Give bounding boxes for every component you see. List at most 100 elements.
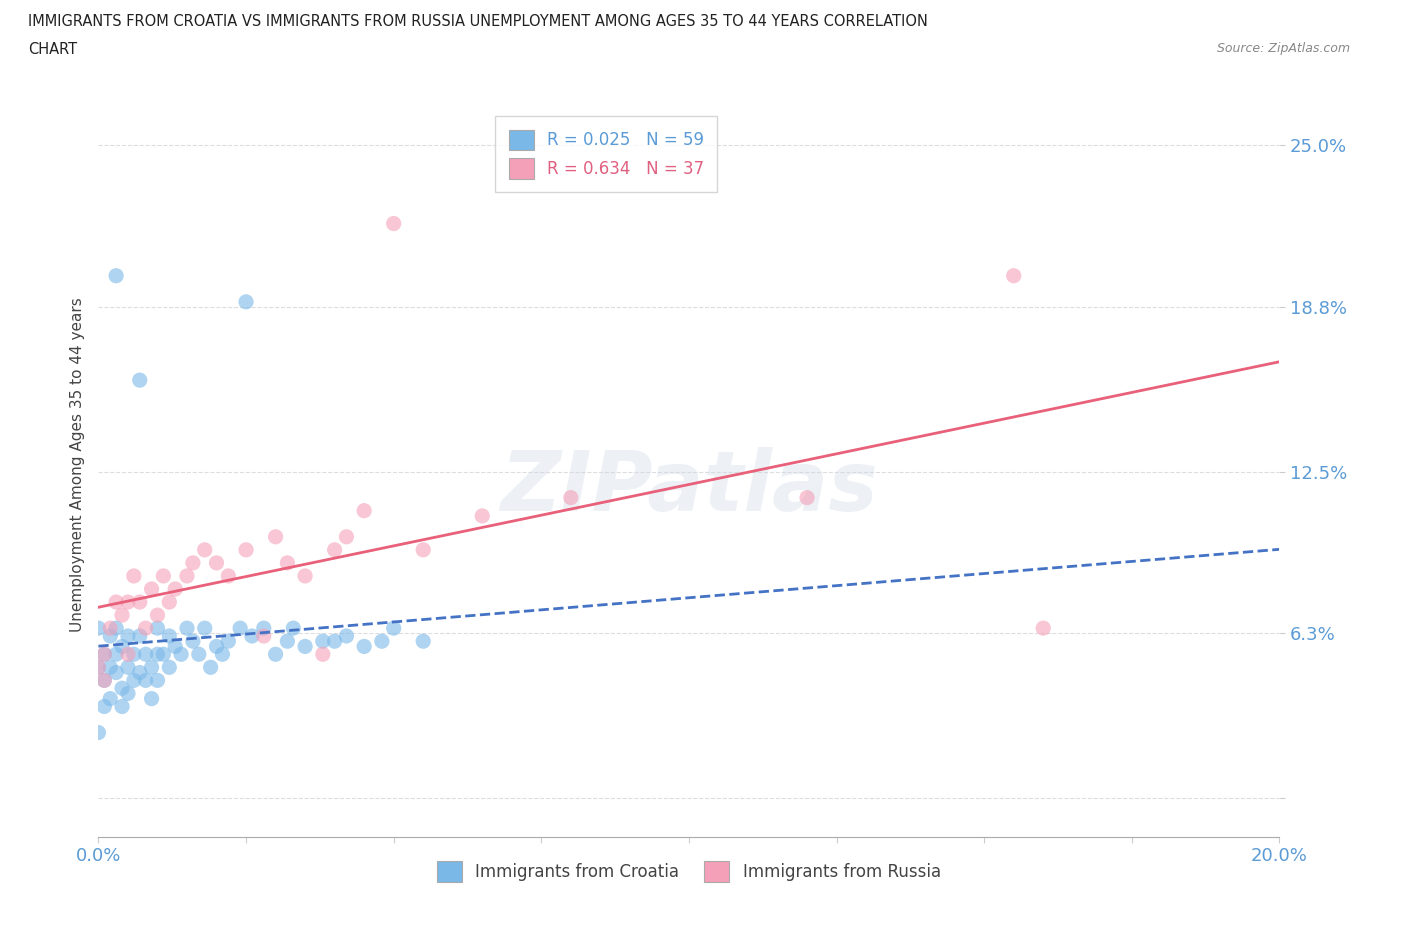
Point xyxy=(128,373,150,388)
Point xyxy=(135,673,157,688)
Point xyxy=(146,607,169,622)
Point xyxy=(98,660,121,675)
Point xyxy=(1032,620,1054,635)
Point xyxy=(111,681,134,696)
Point xyxy=(157,629,180,644)
Text: Source: ZipAtlas.com: Source: ZipAtlas.com xyxy=(1216,42,1350,55)
Point xyxy=(312,633,335,648)
Text: IMMIGRANTS FROM CROATIA VS IMMIGRANTS FROM RUSSIA UNEMPLOYMENT AMONG AGES 35 TO : IMMIGRANTS FROM CROATIA VS IMMIGRANTS FR… xyxy=(28,14,928,29)
Point xyxy=(1002,268,1025,283)
Point xyxy=(253,620,276,635)
Point xyxy=(335,529,357,544)
Point xyxy=(141,660,163,675)
Point xyxy=(205,639,228,654)
Point xyxy=(205,555,228,570)
Point xyxy=(283,620,305,635)
Point xyxy=(117,686,139,701)
Point xyxy=(93,673,115,688)
Point xyxy=(152,568,174,583)
Point xyxy=(87,620,110,635)
Point xyxy=(217,633,239,648)
Point xyxy=(98,620,121,635)
Point xyxy=(353,503,375,518)
Point xyxy=(98,691,121,706)
Point xyxy=(560,490,582,505)
Point xyxy=(111,699,134,714)
Point xyxy=(105,647,128,662)
Point xyxy=(235,295,257,310)
Point xyxy=(117,660,139,675)
Point xyxy=(128,594,150,609)
Point xyxy=(157,594,180,609)
Text: CHART: CHART xyxy=(28,42,77,57)
Point xyxy=(128,629,150,644)
Point xyxy=(122,568,145,583)
Point xyxy=(235,542,257,557)
Point xyxy=(276,555,298,570)
Point xyxy=(240,629,263,644)
Point xyxy=(128,665,150,680)
Text: ZIPatlas: ZIPatlas xyxy=(501,446,877,528)
Point xyxy=(117,594,139,609)
Point xyxy=(122,647,145,662)
Point xyxy=(200,660,222,675)
Point xyxy=(146,673,169,688)
Point xyxy=(353,639,375,654)
Point xyxy=(157,660,180,675)
Point xyxy=(382,216,405,231)
Point xyxy=(93,647,115,662)
Point xyxy=(135,620,157,635)
Point xyxy=(105,665,128,680)
Point xyxy=(323,542,346,557)
Point xyxy=(211,647,233,662)
Legend: Immigrants from Croatia, Immigrants from Russia: Immigrants from Croatia, Immigrants from… xyxy=(430,855,948,888)
Point xyxy=(471,509,494,524)
Point xyxy=(87,660,110,675)
Point xyxy=(229,620,252,635)
Point xyxy=(187,647,209,662)
Point xyxy=(253,629,276,644)
Point xyxy=(146,620,169,635)
Point xyxy=(294,568,316,583)
Point xyxy=(111,639,134,654)
Point xyxy=(371,633,394,648)
Point xyxy=(146,647,169,662)
Point xyxy=(111,607,134,622)
Point xyxy=(122,673,145,688)
Point xyxy=(194,620,217,635)
Point xyxy=(176,620,198,635)
Point xyxy=(117,629,139,644)
Point xyxy=(412,542,434,557)
Y-axis label: Unemployment Among Ages 35 to 44 years: Unemployment Among Ages 35 to 44 years xyxy=(69,298,84,632)
Point xyxy=(105,594,128,609)
Point xyxy=(141,691,163,706)
Point xyxy=(105,620,128,635)
Point xyxy=(264,647,287,662)
Point xyxy=(323,633,346,648)
Point xyxy=(294,639,316,654)
Point xyxy=(312,647,335,662)
Point xyxy=(141,581,163,596)
Point xyxy=(87,725,110,740)
Point xyxy=(181,555,204,570)
Point xyxy=(117,647,139,662)
Point xyxy=(135,647,157,662)
Point xyxy=(217,568,239,583)
Point xyxy=(335,629,357,644)
Point xyxy=(176,568,198,583)
Point xyxy=(165,581,187,596)
Point xyxy=(93,647,115,662)
Point xyxy=(170,647,193,662)
Point xyxy=(105,268,128,283)
Point xyxy=(152,647,174,662)
Point xyxy=(276,633,298,648)
Point xyxy=(98,629,121,644)
Point xyxy=(93,673,115,688)
Point xyxy=(93,699,115,714)
Point xyxy=(412,633,434,648)
Point xyxy=(194,542,217,557)
Point xyxy=(165,639,187,654)
Point xyxy=(181,633,204,648)
Point xyxy=(264,529,287,544)
Point xyxy=(87,660,110,675)
